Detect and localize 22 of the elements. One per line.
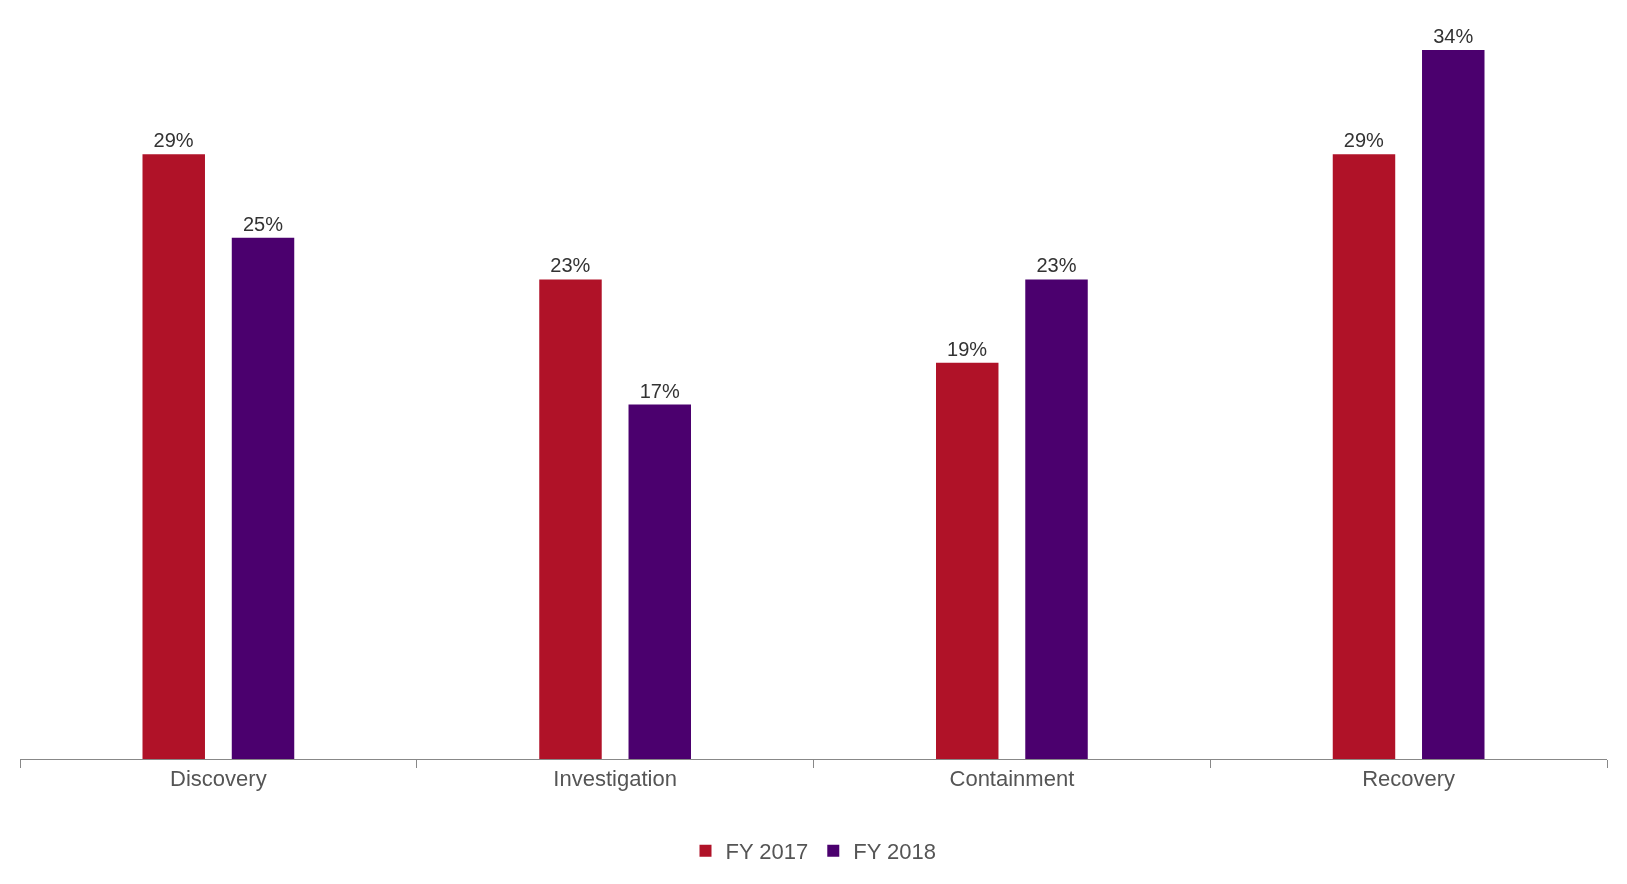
bar: [936, 362, 999, 759]
data-label: 23%: [550, 254, 591, 277]
x-tick-label: Discovery: [170, 766, 267, 792]
bar: [1332, 154, 1396, 759]
legend-label: FY 2018: [853, 839, 937, 865]
bar: [142, 154, 205, 759]
x-tick-label: Containment: [949, 766, 1075, 792]
x-tick-label: Recovery: [1362, 766, 1456, 792]
bar: [539, 279, 602, 759]
x-tick-label: Investigation: [553, 766, 677, 792]
data-label: 29%: [153, 129, 194, 152]
bar: [231, 237, 295, 759]
bar: [1422, 50, 1485, 759]
legend-label: FY 2017: [725, 839, 809, 865]
data-label: 23%: [1036, 254, 1077, 277]
data-label: 34%: [1433, 25, 1474, 47]
data-label: 17%: [639, 379, 680, 402]
bar: [1025, 279, 1088, 759]
bar: [628, 404, 691, 759]
data-label: 29%: [1343, 129, 1385, 152]
data-label: 19%: [947, 337, 988, 360]
data-label: 25%: [242, 212, 284, 235]
